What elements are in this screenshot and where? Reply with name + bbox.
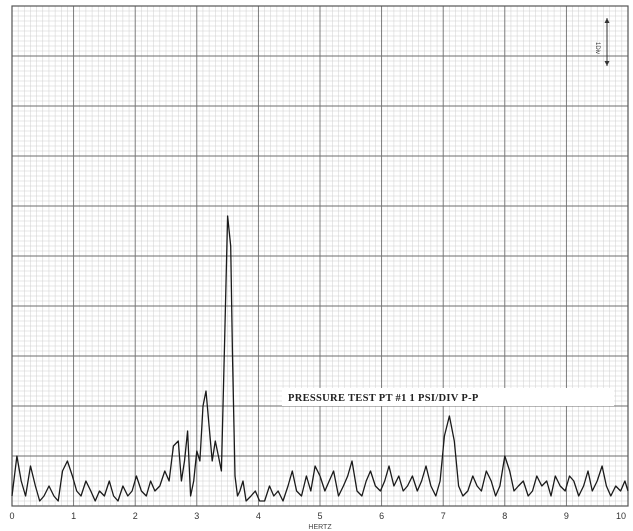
x-tick-label: 2 (133, 511, 138, 521)
arrow-down-icon (604, 61, 610, 66)
x-tick-label: 1 (71, 511, 76, 521)
arrow-up-icon (604, 18, 610, 23)
x-tick-label: 0 (9, 511, 14, 521)
annotation-text: PRESSURE TEST PT #1 1 PSI/DIV P-P (288, 393, 479, 404)
annotation-box: PRESSURE TEST PT #1 1 PSI/DIV P-P (282, 388, 614, 406)
x-tick-label: 8 (502, 511, 507, 521)
series-line-0 (11, 215, 629, 502)
scale-marker-label: 1Div (594, 42, 600, 54)
x-tick-label: 4 (256, 511, 261, 521)
x-tick-label: 5 (317, 511, 322, 521)
x-axis-title: HERTZ (308, 524, 332, 531)
x-tick-label: 9 (564, 511, 569, 521)
x-tick-label: 10 (616, 511, 626, 521)
scale-marker: 1Div (594, 18, 610, 66)
x-tick-labels: 0 1 2 3 4 5 6 7 8 9 10 (9, 511, 626, 521)
x-tick-label: 6 (379, 511, 384, 521)
series-layer (11, 215, 629, 502)
x-tick-label: 7 (441, 511, 446, 521)
x-tick-label: 3 (194, 511, 199, 521)
plot-border (11, 5, 629, 507)
annotation-background (282, 388, 614, 406)
